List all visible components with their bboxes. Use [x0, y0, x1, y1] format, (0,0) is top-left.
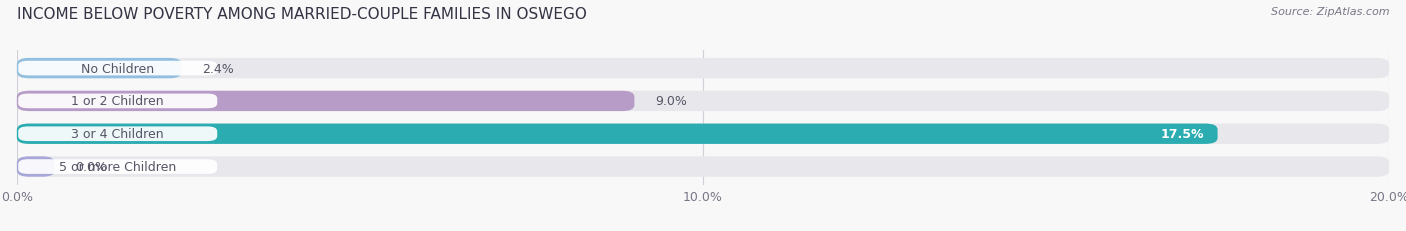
FancyBboxPatch shape — [17, 91, 634, 112]
Text: 1 or 2 Children: 1 or 2 Children — [72, 95, 165, 108]
FancyBboxPatch shape — [17, 124, 1218, 144]
FancyBboxPatch shape — [18, 127, 217, 141]
FancyBboxPatch shape — [17, 59, 181, 79]
Text: 2.4%: 2.4% — [202, 62, 233, 75]
Text: 5 or more Children: 5 or more Children — [59, 160, 176, 173]
Text: 17.5%: 17.5% — [1160, 128, 1204, 141]
FancyBboxPatch shape — [17, 124, 1389, 144]
FancyBboxPatch shape — [17, 157, 55, 177]
Text: INCOME BELOW POVERTY AMONG MARRIED-COUPLE FAMILIES IN OSWEGO: INCOME BELOW POVERTY AMONG MARRIED-COUPL… — [17, 7, 586, 22]
FancyBboxPatch shape — [18, 94, 217, 109]
Text: 9.0%: 9.0% — [655, 95, 688, 108]
Text: 0.0%: 0.0% — [75, 160, 107, 173]
Text: No Children: No Children — [82, 62, 155, 75]
Text: 3 or 4 Children: 3 or 4 Children — [72, 128, 165, 141]
FancyBboxPatch shape — [17, 91, 1389, 112]
FancyBboxPatch shape — [17, 157, 1389, 177]
Text: Source: ZipAtlas.com: Source: ZipAtlas.com — [1271, 7, 1389, 17]
FancyBboxPatch shape — [18, 61, 217, 76]
FancyBboxPatch shape — [17, 59, 1389, 79]
FancyBboxPatch shape — [18, 160, 217, 174]
